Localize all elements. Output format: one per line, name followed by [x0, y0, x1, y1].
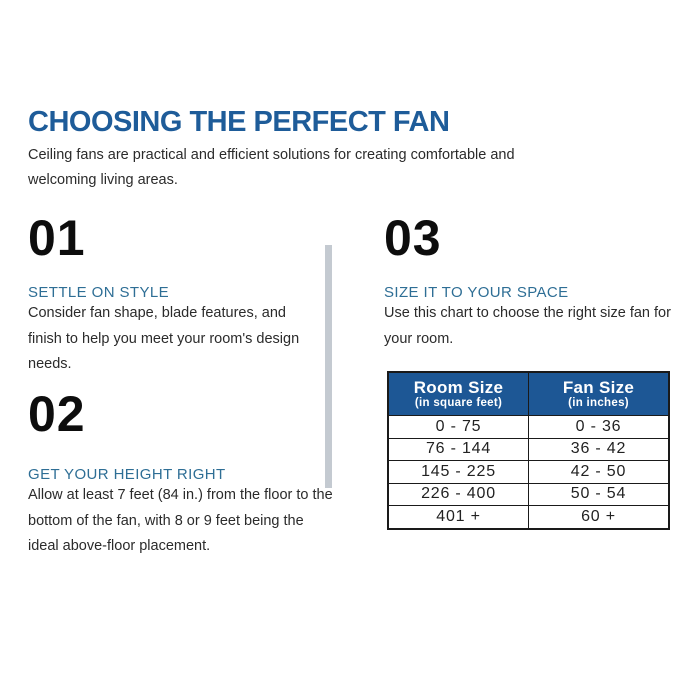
room-size-cell: 145 - 225	[387, 460, 529, 484]
table-header-row: Room Size (in square feet) Fan Size (in …	[387, 371, 670, 416]
step-3-size-to-space: 03 SIZE IT TO YOUR SPACE Use this chart …	[384, 210, 694, 352]
fan-size-cell: 42 - 50	[528, 460, 670, 484]
table-row: 145 - 225 42 - 50	[387, 460, 670, 484]
step-3-heading: SIZE IT TO YOUR SPACE	[384, 284, 569, 301]
room-fan-size-table: Room Size (in square feet) Fan Size (in …	[387, 371, 670, 530]
vertical-divider	[325, 245, 332, 488]
table-row: 0 - 75 0 - 36	[387, 415, 670, 439]
room-size-cell: 401 +	[387, 505, 529, 529]
fan-size-header-title: Fan Size	[562, 377, 635, 397]
table-row: 401 + 60 +	[387, 505, 670, 529]
fan-size-cell: 50 - 54	[528, 482, 670, 506]
step-1-heading: SETTLE ON STYLE	[28, 284, 170, 301]
size-table-header: Room Size (in square feet) Fan Size (in …	[387, 371, 670, 416]
fan-size-cell: 60 +	[528, 505, 670, 529]
fan-size-header-cell: Fan Size (in inches)	[528, 371, 670, 416]
room-size-header-cell: Room Size (in square feet)	[387, 371, 529, 416]
fan-size-cell: 36 - 42	[528, 437, 670, 461]
table-row: 76 - 144 36 - 42	[387, 437, 670, 461]
step-1-number: 01	[28, 210, 86, 266]
page-title: CHOOSING THE PERFECT FAN	[28, 106, 450, 138]
fan-size-header-subtitle: (in inches)	[568, 396, 629, 409]
page-subtitle: Ceiling fans are practical and efficient…	[28, 147, 515, 188]
size-table-body: 0 - 75 0 - 36 76 - 144 36 - 42 145 - 225…	[387, 415, 670, 529]
room-size-cell: 76 - 144	[387, 437, 529, 461]
step-2-get-height-right: 02 GET YOUR HEIGHT RIGHT Allow at least …	[28, 386, 338, 560]
step-1-settle-on-style: 01 SETTLE ON STYLE Consider fan shape, b…	[28, 210, 310, 378]
table-row: 226 - 400 50 - 54	[387, 482, 670, 506]
step-1-body: Consider fan shape, blade features, and …	[28, 305, 300, 372]
step-3-number: 03	[384, 210, 442, 266]
step-3-body: Use this chart to choose the right size …	[384, 305, 671, 347]
step-2-number: 02	[28, 386, 86, 442]
room-size-header-subtitle: (in square feet)	[414, 396, 503, 409]
room-size-cell: 0 - 75	[387, 415, 529, 439]
fan-size-cell: 0 - 36	[528, 415, 670, 439]
room-size-header-title: Room Size	[413, 377, 504, 397]
room-size-cell: 226 - 400	[387, 482, 529, 506]
step-2-body: Allow at least 7 feet (84 in.) from the …	[28, 487, 333, 554]
step-2-heading: GET YOUR HEIGHT RIGHT	[28, 466, 226, 483]
